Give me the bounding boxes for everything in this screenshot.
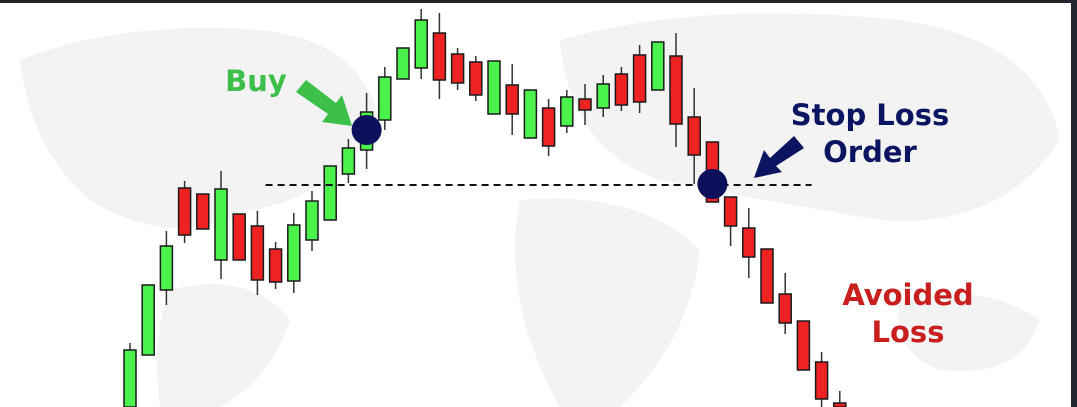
candle-body — [141, 284, 155, 356]
candle-down — [614, 67, 629, 111]
candle-body — [123, 349, 137, 407]
candle-down — [578, 84, 592, 125]
candle-body — [341, 147, 356, 175]
buy-point-marker — [351, 115, 382, 145]
candle-down — [469, 56, 483, 101]
candle-body — [196, 193, 210, 230]
candle-up — [378, 67, 392, 130]
candle-body — [396, 47, 410, 80]
candle-up — [159, 231, 174, 305]
candle-up — [487, 60, 501, 115]
candle-body — [177, 187, 192, 236]
stop-loss-label: Stop Loss Order — [780, 97, 960, 171]
candle-body — [796, 320, 811, 371]
stop-loss-point-marker — [697, 169, 728, 199]
map-north-america — [20, 28, 380, 228]
candle-body — [323, 165, 337, 221]
candle-up — [560, 90, 574, 133]
top-border — [0, 0, 1077, 3]
candle-body — [614, 73, 629, 106]
candle-body — [214, 188, 228, 261]
candle-body — [778, 293, 792, 324]
candle-down — [196, 193, 210, 230]
candle-up — [651, 41, 665, 91]
candle-body — [596, 83, 610, 109]
candle-body — [814, 361, 829, 400]
map-africa — [515, 198, 700, 407]
candle-body — [414, 19, 428, 69]
candle-body — [833, 402, 847, 407]
candle-body — [487, 60, 501, 115]
candle-body — [469, 61, 483, 96]
candle-up — [323, 165, 337, 221]
candle-up — [305, 191, 319, 251]
candle-down — [450, 48, 465, 90]
candle-body — [632, 54, 647, 103]
candle-down — [742, 208, 756, 278]
buy-label: Buy — [225, 64, 287, 98]
candle-body — [159, 245, 174, 291]
candle-up — [141, 284, 155, 356]
candle-body — [523, 89, 538, 139]
map-south-america — [156, 284, 290, 407]
stop-loss-line1: Stop Loss — [790, 98, 950, 132]
candle-down — [541, 99, 556, 156]
candle-body — [268, 248, 283, 283]
candle-body — [287, 224, 301, 282]
candle-down — [796, 320, 811, 371]
candle-down — [687, 88, 701, 184]
candle-down — [669, 33, 683, 147]
candle-up — [414, 9, 428, 79]
candle-body — [432, 32, 447, 81]
candle-up — [341, 139, 356, 183]
avoided-loss-line2: Loss — [871, 315, 945, 349]
candle-body — [723, 196, 738, 227]
candle-body — [232, 213, 246, 261]
candle-up — [214, 171, 228, 279]
candle-up — [396, 47, 410, 80]
candle-down — [814, 352, 829, 407]
candle-up — [123, 343, 137, 407]
candle-body — [687, 116, 701, 156]
candle-body — [742, 227, 756, 258]
map-australia — [898, 293, 1040, 372]
candle-body — [250, 225, 265, 281]
map-europe-asia — [560, 13, 1060, 222]
candle-down — [760, 248, 774, 304]
world-map-background — [20, 13, 1060, 407]
right-border — [1071, 0, 1077, 407]
candle-down — [268, 242, 283, 289]
candle-body — [651, 41, 665, 91]
candle-body — [305, 200, 319, 241]
candle-body — [578, 98, 592, 111]
candle-body — [760, 248, 774, 304]
buy-arrow-icon — [296, 80, 352, 126]
avoided-loss-line1: Avoided — [842, 278, 974, 312]
candle-down — [250, 211, 265, 295]
avoided-loss-label: Avoided Loss — [818, 277, 998, 351]
candle-down — [432, 13, 447, 99]
candle-down — [833, 391, 847, 407]
candle-body — [669, 55, 683, 125]
candle-down — [232, 213, 246, 261]
candle-body — [541, 107, 556, 147]
candle-up — [287, 213, 301, 293]
candle-body — [560, 96, 574, 127]
candle-body — [505, 84, 519, 115]
candle-body — [450, 53, 465, 84]
stop-loss-arrow-icon — [754, 136, 804, 178]
candle-up — [596, 75, 610, 117]
candle-down — [505, 64, 519, 135]
candle-down — [723, 196, 738, 246]
candle-down — [778, 273, 792, 334]
candle-up — [523, 89, 538, 139]
candle-body — [378, 76, 392, 121]
candle-down — [632, 45, 647, 113]
candle-down — [177, 181, 192, 243]
stop-loss-line2: Order — [823, 135, 917, 169]
